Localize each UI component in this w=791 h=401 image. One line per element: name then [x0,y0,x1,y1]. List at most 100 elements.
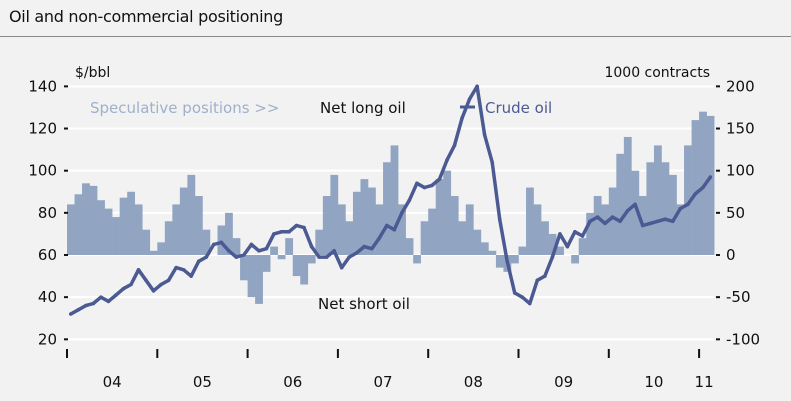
crude-oil-point [68,312,73,316]
position-bar [465,204,474,255]
crude-oil-point [219,240,224,245]
position-bar [480,242,489,255]
crude-oil-point [159,282,163,287]
position-bar [495,255,504,268]
position-bar [127,191,136,255]
right-tick-label: 100 [726,162,755,180]
position-bar [255,255,263,304]
position-bar [510,255,519,264]
position-bar [541,221,549,255]
crude-oil-point [76,308,81,312]
crude-oil-point [701,185,705,190]
position-bar [172,204,181,255]
crude-oil-point [580,234,585,238]
crude-oil-point [91,301,96,306]
crude-oil-point [234,255,239,259]
crude-oil-point [497,217,502,221]
right-axis-label: 1000 contracts [604,65,710,81]
position-bar [420,221,429,255]
crude-oil-point [317,255,321,259]
crude-oil-point [670,219,675,224]
x-tick-label: 07 [374,373,393,391]
x-tick-label: 10 [644,373,663,391]
position-bar [571,255,579,264]
crude-oil-point [151,289,156,293]
position-bar [601,204,610,255]
position-bar [390,145,399,255]
crude-oil-point [129,282,133,287]
crude-oil-point [693,192,698,196]
position-bar [669,174,677,255]
position-bar [450,195,459,255]
position-bar [405,238,414,255]
position-bar [330,174,339,255]
crude-oil-point [211,242,216,247]
position-bar [74,194,83,255]
crude-oil-point [121,286,126,291]
position-bar [646,162,655,255]
crude-oil-point [362,244,367,249]
crude-oil-point [663,217,668,221]
position-bar [112,217,120,255]
position-bar [89,185,98,255]
position-bar [443,170,452,255]
position-bar [247,255,256,298]
crude-oil-point [543,274,547,278]
crude-oil-point [445,158,449,162]
position-bar [556,246,564,255]
crude-oil-point [482,133,487,137]
position-bar [270,246,278,255]
position-bar [277,255,286,260]
right-tick-label: -100 [726,330,760,348]
position-bar [360,179,369,255]
right-tick-label: 200 [726,77,755,95]
annotation-speculative: Speculative positions >> [90,99,279,117]
position-bar [285,238,294,255]
crude-oil-point [460,116,464,120]
x-tick-label: 11 [695,373,714,391]
crude-oil-point [106,299,111,304]
crude-oil-point [686,202,690,207]
left-tick-label: 140 [28,77,57,95]
crude-oil-point [678,206,683,211]
crude-oil-point [309,244,314,249]
position-bar [691,120,700,255]
crude-oil-point [467,97,472,101]
position-bar [67,204,75,255]
chart-title: Oil and non-commercial positioning [9,7,283,26]
annotation-crude: Crude oil [485,99,552,117]
crude-oil-point [588,219,592,224]
crude-oil-point [610,215,615,219]
crude-oil-point [392,227,397,232]
right-tick-label: -50 [726,288,751,306]
position-bar [134,204,143,255]
crude-oil-point [512,291,517,295]
crude-oil-point [535,278,540,283]
position-bar [526,187,534,255]
x-tick-label: 04 [103,373,122,391]
left-tick-label: 120 [28,120,57,138]
crude-oil-point [475,84,479,89]
position-bar [593,195,602,255]
position-bar [661,162,670,255]
position-bar [631,170,640,255]
position-bar [653,145,662,255]
position-bar [578,238,587,255]
crude-oil-point [520,295,525,299]
position-bar [300,255,309,285]
right-tick-label: 50 [726,204,745,222]
crude-oil-point [430,183,434,188]
position-bar [97,200,105,255]
right-tick-label: 150 [726,120,755,138]
crude-oil-point [279,230,284,234]
crude-oil-point [249,242,254,247]
position-bar [307,255,316,264]
position-bar [240,255,248,281]
position-bar [616,153,625,255]
crude-oil-point [633,202,637,207]
crude-oil-point [565,244,570,249]
crude-oil-point [625,208,630,213]
crude-oil-point [527,301,532,306]
left-tick-label: 20 [38,330,57,348]
